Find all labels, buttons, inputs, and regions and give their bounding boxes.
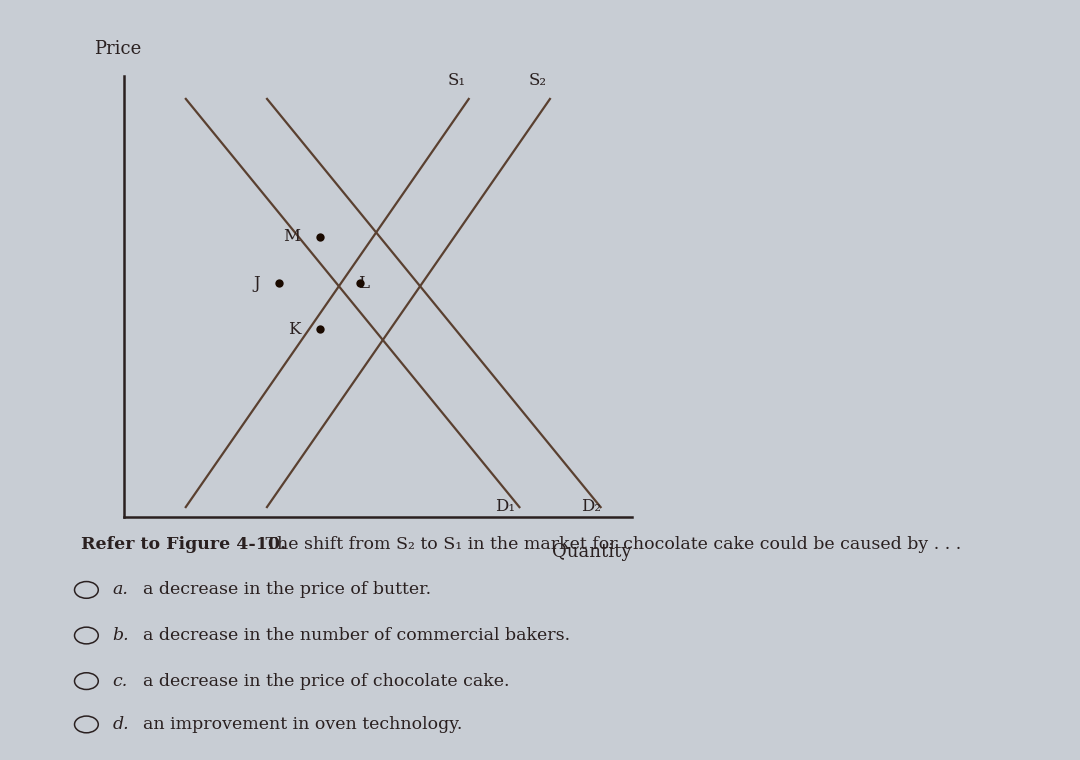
Text: an improvement in oven technology.: an improvement in oven technology. (143, 716, 462, 733)
Text: L: L (359, 274, 369, 292)
Text: J: J (253, 274, 259, 292)
Text: K: K (288, 321, 300, 338)
Text: Price: Price (94, 40, 141, 59)
Text: b.: b. (112, 627, 130, 644)
Text: a decrease in the number of commercial bakers.: a decrease in the number of commercial b… (143, 627, 570, 644)
Text: M: M (283, 229, 300, 245)
Text: c.: c. (112, 673, 127, 689)
Text: Quantity: Quantity (552, 543, 632, 561)
Text: a decrease in the price of chocolate cake.: a decrease in the price of chocolate cak… (143, 673, 510, 689)
Text: Refer to Figure 4-10.: Refer to Figure 4-10. (81, 536, 286, 553)
Text: S₁: S₁ (448, 72, 465, 89)
Text: The shift from S₂ to S₁ in the market for chocolate cake could be caused by . . : The shift from S₂ to S₁ in the market fo… (260, 536, 961, 553)
Text: d.: d. (112, 716, 130, 733)
Text: a.: a. (112, 581, 129, 598)
Text: a decrease in the price of butter.: a decrease in the price of butter. (143, 581, 431, 598)
Text: S₂: S₂ (529, 72, 546, 89)
Text: D₁: D₁ (495, 498, 515, 515)
Text: D₂: D₂ (581, 498, 602, 515)
